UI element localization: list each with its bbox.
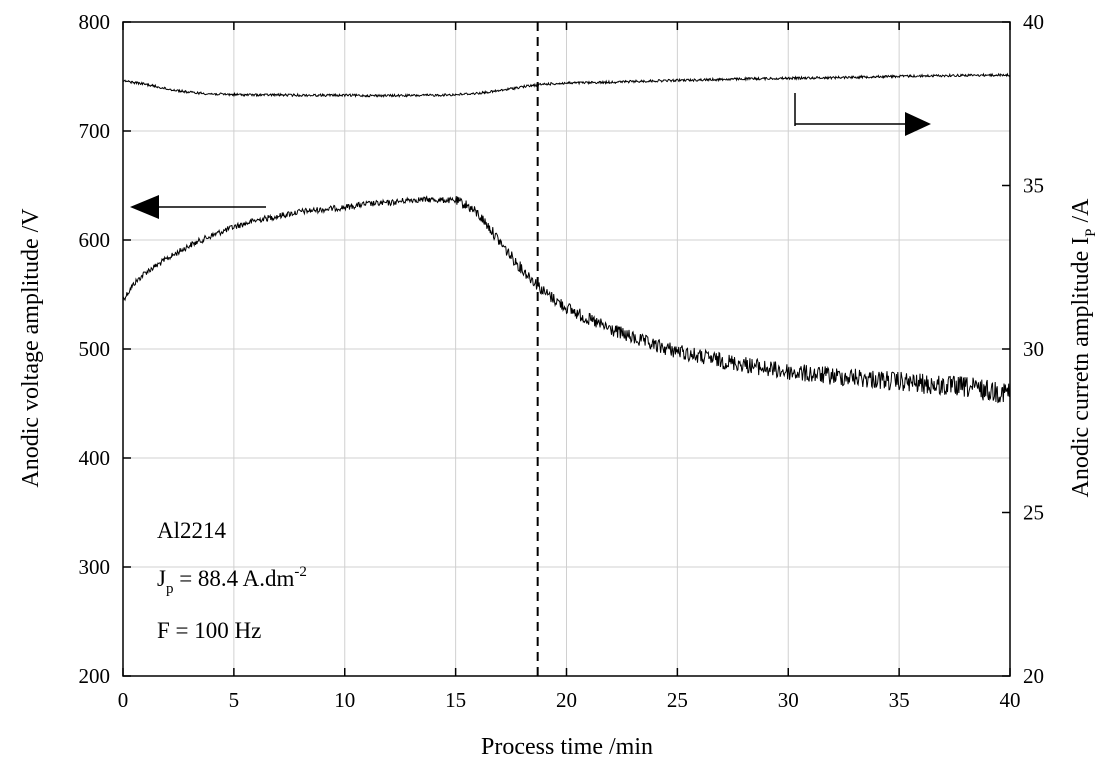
x-tick-label: 10 — [334, 688, 355, 712]
y-left-tick-label: 800 — [79, 10, 111, 34]
annotation-frequency: F = 100 Hz — [157, 618, 261, 643]
x-tick-label: 15 — [445, 688, 466, 712]
y-right-tick-label: 35 — [1023, 174, 1044, 198]
x-tick-label: 35 — [889, 688, 910, 712]
y-left-tick-label: 200 — [79, 664, 111, 688]
y-right-tick-label: 20 — [1023, 664, 1044, 688]
right-axis-arrow — [794, 93, 931, 136]
y-right-axis-title: Anodic curretn amplitude IP /A — [1068, 198, 1099, 498]
annotation-current-density: Jp = 88.4 A.dm-2 — [157, 564, 307, 597]
y-right-tick-label: 30 — [1023, 337, 1044, 361]
ticks — [122, 21, 1011, 677]
y-right-title-tail: /A — [1068, 198, 1094, 229]
annotation-j-sub: p — [166, 581, 174, 597]
x-tick-label: 5 — [229, 688, 240, 712]
y-right-title-sub: P — [1083, 229, 1099, 237]
series-line-1 — [122, 72, 1011, 98]
series-line-0 — [122, 195, 1011, 404]
y-left-tick-label: 600 — [79, 228, 111, 252]
tick-labels: 0 5 10 15 20 25 30 35 40 200 300 400 500 600 700 800 20 2… — [79, 10, 1045, 712]
y-left-tick-label: 400 — [79, 446, 111, 470]
grid — [122, 21, 1011, 677]
x-tick-label: 20 — [556, 688, 577, 712]
y-left-tick-label: 300 — [79, 555, 111, 579]
annotation-j-sup: -2 — [294, 564, 307, 580]
x-tick-label: 0 — [118, 688, 129, 712]
y-right-title-main: Anodic curretn amplitude I — [1068, 237, 1094, 498]
y-left-tick-label: 500 — [79, 337, 111, 361]
annotation-alloy: Al2214 — [157, 518, 227, 543]
y-left-axis-title: Anodic voltage amplitude /V — [18, 208, 44, 488]
y-left-tick-label: 700 — [79, 119, 111, 143]
y-right-tick-label: 40 — [1023, 10, 1044, 34]
x-tick-label: 30 — [778, 688, 799, 712]
annotation-j-value: = 88.4 A.dm — [173, 566, 294, 591]
series-layer — [122, 72, 1011, 404]
y-right-tick-label: 25 — [1023, 501, 1044, 525]
x-tick-label: 25 — [667, 688, 688, 712]
annotation-block: Al2214 Jp = 88.4 A.dm-2 F = 100 Hz — [157, 518, 307, 643]
x-tick-label: 40 — [1000, 688, 1021, 712]
left-axis-arrow — [130, 195, 266, 219]
x-axis-title: Process time /min — [481, 734, 653, 760]
annotation-j: J — [157, 566, 166, 591]
